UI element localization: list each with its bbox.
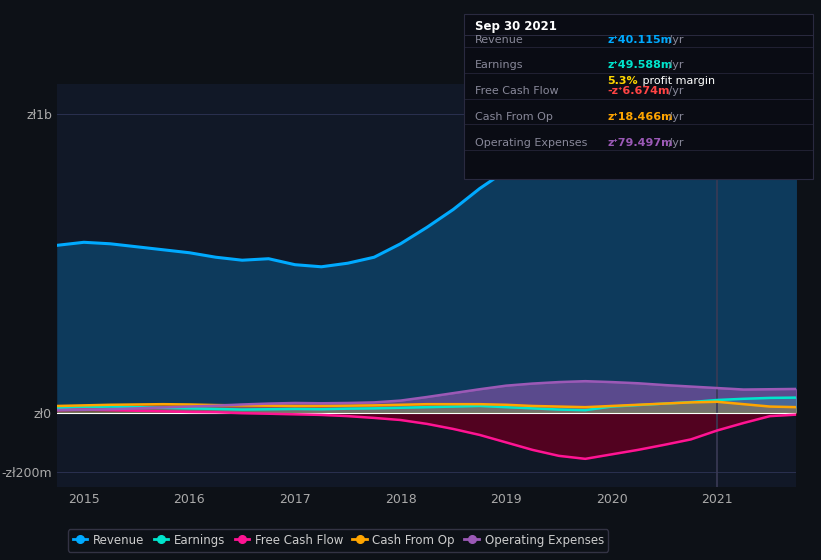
- Text: /yr: /yr: [665, 138, 684, 148]
- Text: -zᐩ6.674m: -zᐩ6.674m: [608, 86, 670, 96]
- Text: Revenue: Revenue: [475, 35, 523, 45]
- Text: /yr: /yr: [665, 112, 684, 122]
- Text: Cash From Op: Cash From Op: [475, 112, 553, 122]
- Text: zᐩ79.497m: zᐩ79.497m: [608, 138, 673, 148]
- Text: /yr: /yr: [665, 35, 684, 45]
- Text: profit margin: profit margin: [639, 76, 715, 86]
- Text: /yr: /yr: [665, 60, 684, 71]
- Text: 5.3%: 5.3%: [608, 76, 638, 86]
- Text: zᐩ49.588m: zᐩ49.588m: [608, 60, 673, 71]
- Text: Sep 30 2021: Sep 30 2021: [475, 20, 557, 32]
- Text: /yr: /yr: [665, 86, 684, 96]
- Text: Operating Expenses: Operating Expenses: [475, 138, 587, 148]
- Text: Free Cash Flow: Free Cash Flow: [475, 86, 558, 96]
- Text: zᐩ18.466m: zᐩ18.466m: [608, 112, 673, 122]
- Text: zᐩ40.115m: zᐩ40.115m: [608, 35, 672, 45]
- Text: Earnings: Earnings: [475, 60, 523, 71]
- Legend: Revenue, Earnings, Free Cash Flow, Cash From Op, Operating Expenses: Revenue, Earnings, Free Cash Flow, Cash …: [68, 529, 608, 552]
